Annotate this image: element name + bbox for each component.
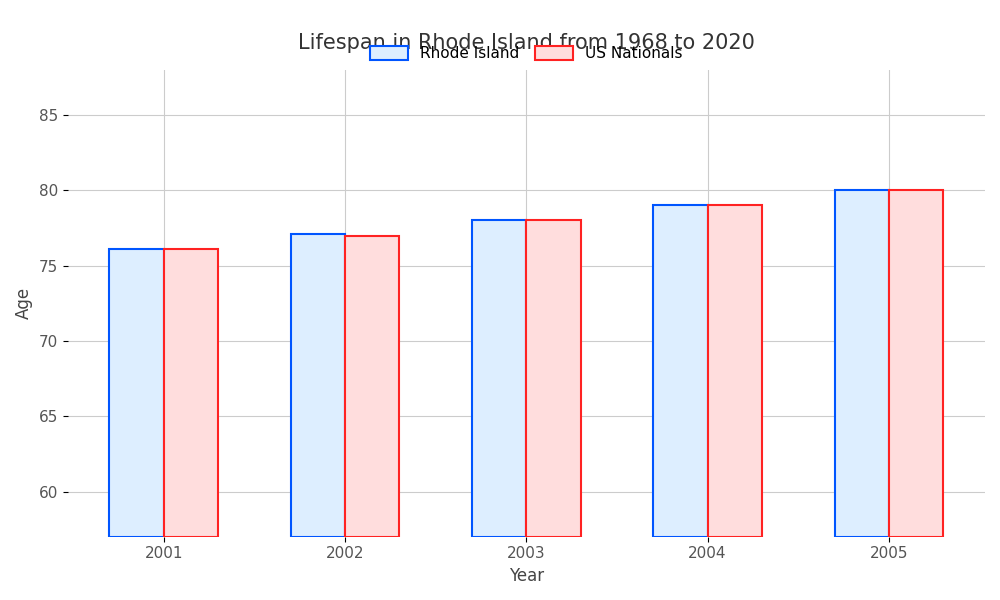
Bar	[526, 220, 581, 537]
Bar	[472, 220, 526, 537]
Bar	[653, 205, 708, 537]
Bar	[109, 249, 164, 537]
Title: Lifespan in Rhode Island from 1968 to 2020: Lifespan in Rhode Island from 1968 to 20…	[298, 33, 755, 53]
Bar	[835, 190, 889, 537]
Bar	[708, 205, 762, 537]
Bar	[291, 234, 345, 537]
Legend: Rhode Island, US Nationals: Rhode Island, US Nationals	[364, 40, 689, 67]
Bar	[164, 249, 218, 537]
Bar	[345, 236, 399, 537]
Bar	[889, 190, 943, 537]
Y-axis label: Age: Age	[15, 287, 33, 319]
X-axis label: Year: Year	[509, 567, 544, 585]
